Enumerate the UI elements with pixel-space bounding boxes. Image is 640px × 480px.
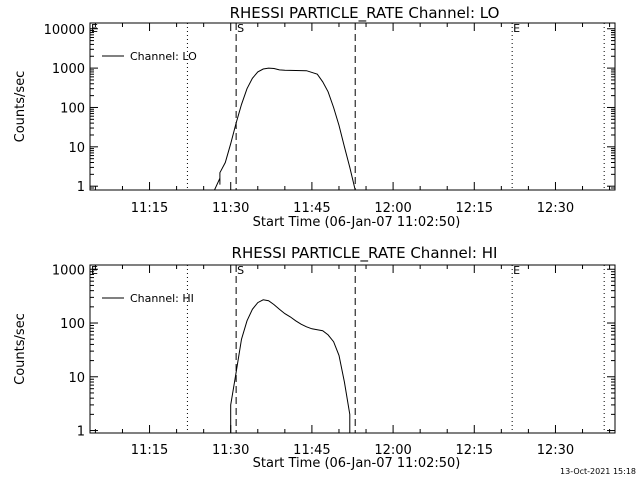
chart0-marker-label: S [237, 22, 244, 35]
chart0-ytick-label: 100 [60, 101, 85, 116]
chart0-ytick-label: 10 [68, 141, 85, 156]
chart0-xtick-label: 12:00 [374, 201, 411, 216]
chart1-title: RHESSI PARTICLE_RATE Channel: HI [232, 244, 498, 263]
chart0-ytick-label: 1 [77, 180, 85, 195]
chart0-xtick-label: 12:15 [456, 201, 493, 216]
chart0-xlabel: Start Time (06-Jan-07 11:02:50) [253, 215, 461, 230]
chart1-plot-frame [89, 264, 616, 434]
chart1-xtick-label: 12:00 [374, 443, 411, 458]
chart1-marker-label: E [91, 264, 98, 277]
chart1-xtick-label: 11:30 [212, 443, 249, 458]
timestamp: 13-Oct-2021 15:18 [560, 467, 636, 476]
chart0-legend-entry: Channel: LO [130, 50, 197, 63]
chart1-xlabel: Start Time (06-Jan-07 11:02:50) [253, 456, 461, 471]
chart1-xtick-label: 12:15 [456, 443, 493, 458]
chart1-xtick-label: 11:15 [131, 443, 168, 458]
chart1-legend-entry: Channel: HI [130, 292, 194, 305]
chart-panel-hi: RHESSI PARTICLE_RATE Channel: HI 1 10 100 10… [13, 244, 616, 471]
chart0-xtick-label: 11:30 [212, 201, 249, 216]
chart0-marker-label: E [513, 22, 520, 35]
chart1-series-line [230, 299, 351, 433]
chart0-series-line [214, 67, 356, 190]
chart1-marker-label: E [513, 264, 520, 277]
chart-panel-lo: RHESSI PARTICLE_RATE Channel: LO 1 10 100 10… [13, 4, 616, 230]
chart1-ytick-label: 1 [77, 425, 85, 440]
chart0-plot-frame [89, 22, 616, 191]
chart0-ytick-label: 1000 [52, 62, 85, 77]
chart1-xtick-label: 12:30 [537, 443, 574, 458]
chart0-xtick-label: 12:30 [537, 201, 574, 216]
chart1-marker-label: S [237, 264, 244, 277]
chart1-ytick-label: 10 [68, 371, 85, 386]
chart1-xtick-label: 11:45 [293, 443, 330, 458]
chart0-xtick-label: 11:15 [131, 201, 168, 216]
chart1-ylabel: Counts/sec [13, 313, 28, 385]
chart0-marker-label: E [91, 22, 98, 35]
chart0-ytick-label: 10000 [44, 23, 85, 38]
chart0-title: RHESSI PARTICLE_RATE Channel: LO [230, 4, 500, 23]
chart0-xtick-label: 11:45 [293, 201, 330, 216]
chart1-ytick-label: 1000 [52, 263, 85, 278]
chart0-ylabel: Counts/sec [13, 71, 28, 143]
chart1-ytick-label: 100 [60, 317, 85, 332]
